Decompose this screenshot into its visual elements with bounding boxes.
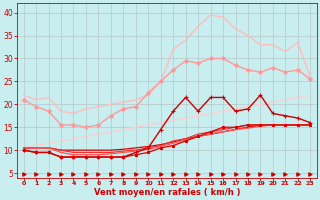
X-axis label: Vent moyen/en rafales ( km/h ): Vent moyen/en rafales ( km/h ) <box>94 188 240 197</box>
